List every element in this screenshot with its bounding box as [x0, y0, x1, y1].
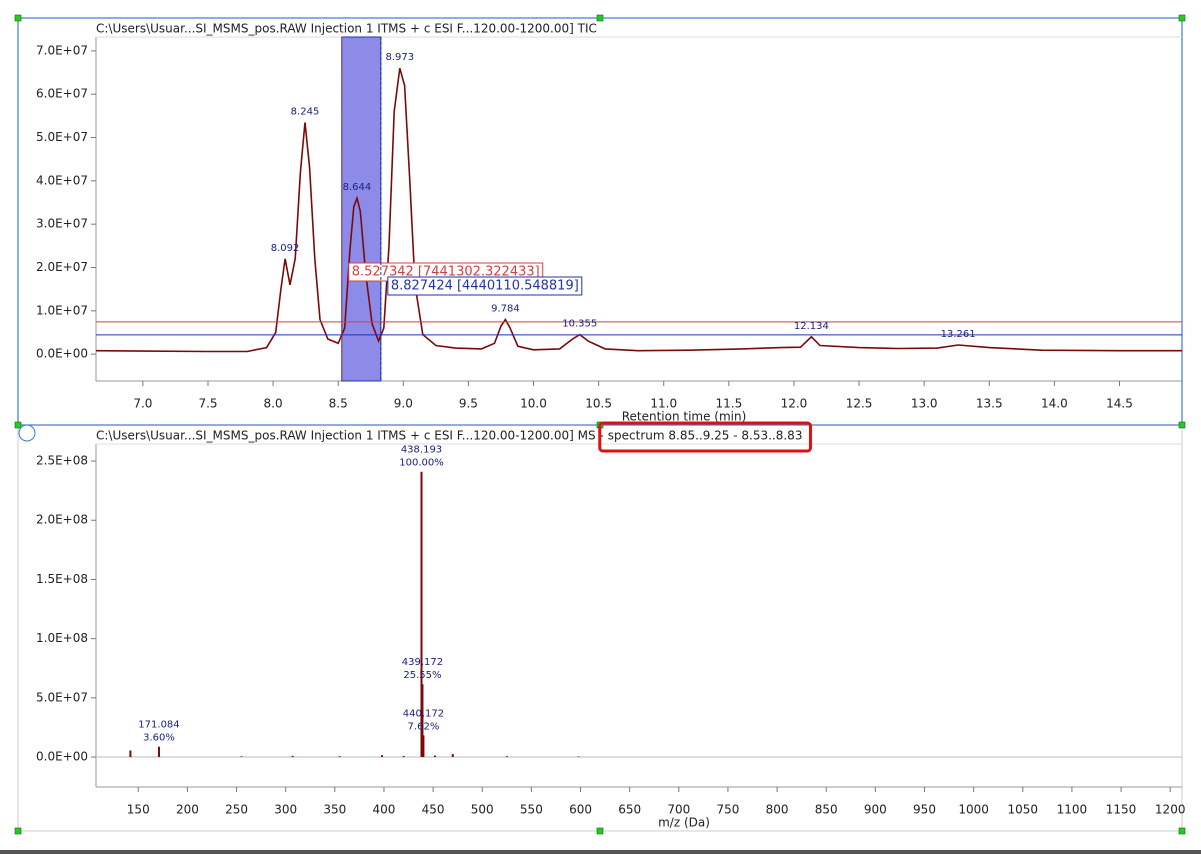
peak-label: 8.245: [291, 106, 320, 117]
x-tick-label: 800: [766, 803, 789, 817]
chart-title: C:\Users\Usuar...SI_MSMS_pos.RAW Injecti…: [96, 22, 597, 36]
y-tick-label: 7.0E+07: [36, 43, 88, 57]
cursor-label: 8.527342 [7441302.322433]: [352, 265, 540, 280]
peak-label: 9.784: [491, 303, 520, 314]
x-tick-label: 1150: [1106, 803, 1137, 817]
x-tick-label: 950: [913, 803, 936, 817]
peak-label: 10.355: [562, 319, 597, 330]
x-axis-label: Retention time (min): [622, 410, 747, 424]
peak-label: 13.261: [941, 329, 976, 340]
x-tick-label: 1100: [1057, 803, 1088, 817]
x-tick-label: 11.0: [650, 397, 677, 411]
x-tick-label: 450: [422, 803, 445, 817]
x-tick-label: 14.5: [1106, 397, 1133, 411]
y-tick-label: 1.0E+07: [36, 303, 88, 317]
x-tick-label: 550: [520, 803, 543, 817]
window-edge: [0, 850, 1201, 854]
x-tick-label: 350: [323, 803, 346, 817]
peak-percent-label: 100.00%: [399, 458, 444, 469]
x-tick-label: 200: [176, 803, 199, 817]
cursor-label: 8.827424 [4440110.548819]: [391, 279, 579, 294]
y-tick-label: 1.0E+08: [36, 631, 88, 645]
x-tick-label: 12.0: [781, 397, 808, 411]
x-tick-label: 750: [716, 803, 739, 817]
rotate-handle[interactable]: [18, 424, 36, 442]
x-tick-label: 10.0: [520, 397, 547, 411]
x-tick-label: 650: [618, 803, 641, 817]
y-tick-label: 3.0E+07: [36, 217, 88, 231]
peak-label: 8.973: [385, 52, 414, 63]
peak-percent-label: 25.55%: [403, 670, 441, 681]
x-tick-label: 900: [864, 803, 887, 817]
x-tick-label: 1050: [1008, 803, 1039, 817]
y-tick-label: 4.0E+07: [36, 173, 88, 187]
x-tick-label: 500: [471, 803, 494, 817]
x-tick-label: 600: [569, 803, 592, 817]
peak-mz-label: 171.084: [138, 720, 179, 731]
x-axis-label: m/z (Da): [658, 816, 710, 830]
x-tick-label: 7.0: [133, 397, 152, 411]
handle[interactable]: [596, 14, 604, 22]
peak-mz-label: 438.193: [401, 445, 442, 456]
peak-percent-label: 7.62%: [408, 721, 440, 732]
handle[interactable]: [1178, 14, 1186, 22]
x-tick-label: 250: [225, 803, 248, 817]
y-tick-label: 2.0E+07: [36, 260, 88, 274]
handle[interactable]: [14, 14, 22, 22]
x-tick-label: 1200: [1155, 803, 1186, 817]
peak-label: 8.644: [343, 182, 372, 193]
x-tick-label: 300: [274, 803, 297, 817]
selection: [341, 36, 382, 382]
highlight-box: [598, 421, 812, 453]
x-tick-label: 9.0: [394, 397, 413, 411]
peak-mz-label: 440.172: [403, 708, 444, 719]
chart-title: C:\Users\Usuar...SI_MSMS_pos.RAW Injecti…: [96, 429, 604, 443]
y-tick-label: 0.0E+00: [36, 347, 88, 361]
x-tick-label: 10.5: [585, 397, 612, 411]
x-tick-label: 13.5: [976, 397, 1003, 411]
y-tick-label: 2.0E+08: [36, 513, 88, 527]
x-tick-label: 700: [667, 803, 690, 817]
peak-label: 8.092: [271, 243, 300, 254]
handle[interactable]: [1178, 827, 1186, 835]
x-tick-label: 150: [127, 803, 150, 817]
peak-label: 12.134: [794, 321, 829, 332]
handle[interactable]: [14, 421, 22, 429]
x-tick-label: 7.5: [198, 397, 217, 411]
tic-trace: [95, 67, 1182, 353]
y-tick-label: 0.0E+00: [36, 750, 88, 764]
cursor-label-box: [387, 276, 583, 296]
y-tick-label: 5.0E+07: [36, 690, 88, 704]
x-tick-label: 8.5: [329, 397, 348, 411]
y-tick-label: 5.0E+07: [36, 130, 88, 144]
peak-percent-label: 3.60%: [143, 733, 175, 744]
title-highlight: spectrum 8.85..9.25 - 8.53..8.83: [608, 429, 803, 443]
handle[interactable]: [1178, 421, 1186, 429]
x-tick-label: 1000: [958, 803, 989, 817]
x-tick-label: 9.5: [459, 397, 478, 411]
x-tick-label: 8.0: [264, 397, 283, 411]
x-tick-label: 850: [815, 803, 838, 817]
y-tick-label: 2.5E+08: [36, 454, 88, 468]
x-tick-label: 14.0: [1041, 397, 1068, 411]
x-tick-label: 13.0: [911, 397, 938, 411]
peak-mz-label: 439.172: [402, 657, 443, 668]
x-tick-label: 400: [373, 803, 396, 817]
x-tick-label: 11.5: [715, 397, 742, 411]
handle[interactable]: [596, 827, 604, 835]
handle[interactable]: [14, 827, 22, 835]
y-tick-label: 6.0E+07: [36, 87, 88, 101]
y-tick-label: 1.5E+08: [36, 572, 88, 586]
x-tick-label: 12.5: [846, 397, 873, 411]
